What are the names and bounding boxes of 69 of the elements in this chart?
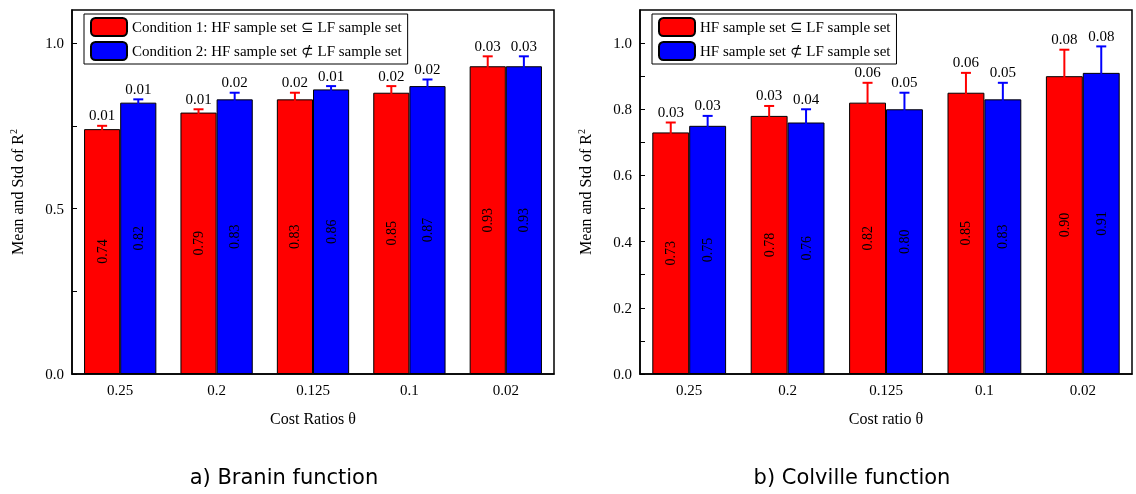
x-tick-label: 0.2 xyxy=(207,381,226,398)
data-label: 0.82 xyxy=(130,226,146,251)
data-label: 0.91 xyxy=(1093,211,1109,236)
y-tick-label: 0.0 xyxy=(613,366,632,382)
text: a) Branin function xyxy=(189,464,379,489)
x-tick-label: 0.125 xyxy=(869,381,903,398)
annotation: 0.04 xyxy=(792,90,820,107)
y-tick-label: 0.8 xyxy=(613,101,632,118)
y-tick-label: 1.0 xyxy=(45,35,64,52)
y-tick-label: 0.6 xyxy=(613,167,633,184)
y-axis-title: Mean and Std of R2 xyxy=(575,129,594,255)
x-axis-title: Cost Ratios θ xyxy=(270,409,356,427)
annotation: 0.02 xyxy=(281,74,309,91)
annotation: 0.02 xyxy=(378,67,405,84)
data-label: 0.83 xyxy=(287,224,303,249)
data-label: 0.86 xyxy=(323,219,339,244)
x-tick-label: 0.25 xyxy=(107,381,134,398)
annotation: 0.03 xyxy=(694,97,721,114)
legend-label: Condition 2: HF sample set ⊄ LF sample set xyxy=(132,43,403,59)
y-axis-title: Mean and Std of R2 xyxy=(7,129,26,255)
annotation: 0.01 xyxy=(125,80,152,97)
annotation: 0.03 xyxy=(474,37,501,54)
annotation: 0.01 xyxy=(317,67,345,84)
annotation: 0.01 xyxy=(185,90,212,107)
y-tick-label: 0.0 xyxy=(45,366,64,382)
y-tick-label: 0.4 xyxy=(613,233,633,250)
y-tick-label: 1.0 xyxy=(613,35,632,52)
y-tick-label: 0.2 xyxy=(613,299,632,316)
data-label: 0.87 xyxy=(419,217,435,243)
annotation: 0.06 xyxy=(952,54,980,71)
data-label: 0.75 xyxy=(700,237,716,263)
annotation: 0.08 xyxy=(1088,27,1115,44)
annotation: 0.03 xyxy=(657,104,684,121)
annotation: 0.05 xyxy=(989,64,1016,81)
annotation: 0.03 xyxy=(756,87,783,104)
x-axis-title: Cost ratio θ xyxy=(848,409,924,427)
x-tick-label: 0.25 xyxy=(676,381,703,398)
legend-label: HF sample set ⊄ LF sample set xyxy=(700,43,892,59)
x-tick-label: 0.2 xyxy=(778,381,797,398)
data-label: 0.93 xyxy=(480,207,496,233)
data-label: 0.82 xyxy=(860,226,876,251)
data-label: 0.83 xyxy=(227,224,243,249)
legend-label: Condition 1: HF sample set ⊆ LF sample set xyxy=(132,19,403,35)
data-label: 0.74 xyxy=(94,239,110,264)
annotation: 0.02 xyxy=(414,60,441,77)
y-tick-label: 0.5 xyxy=(45,200,64,217)
x-tick-label: 0.02 xyxy=(492,381,519,398)
x-tick-label: 0.1 xyxy=(400,381,419,398)
data-label: 0.90 xyxy=(1056,212,1072,238)
legend-label: HF sample set ⊆ LF sample set xyxy=(700,19,892,35)
data-label: 0.83 xyxy=(995,224,1011,249)
annotation: 0.03 xyxy=(510,37,537,54)
x-tick-label: 0.1 xyxy=(975,381,994,398)
data-label: 0.73 xyxy=(663,240,679,266)
annotation: 0.01 xyxy=(89,107,116,124)
text: b) Colville function xyxy=(753,464,951,489)
data-label: 0.79 xyxy=(191,231,207,256)
annotation: 0.06 xyxy=(854,64,882,81)
data-label: 0.85 xyxy=(383,221,399,246)
data-label: 0.76 xyxy=(798,236,814,261)
data-label: 0.85 xyxy=(958,221,974,246)
annotation: 0.02 xyxy=(221,74,248,91)
data-label: 0.93 xyxy=(516,207,532,233)
x-tick-label: 0.125 xyxy=(296,381,330,398)
annotation: 0.05 xyxy=(891,74,918,91)
annotation: 0.08 xyxy=(1051,31,1078,48)
x-tick-label: 0.02 xyxy=(1069,381,1096,398)
data-label: 0.78 xyxy=(761,232,777,258)
data-label: 0.80 xyxy=(896,229,912,254)
